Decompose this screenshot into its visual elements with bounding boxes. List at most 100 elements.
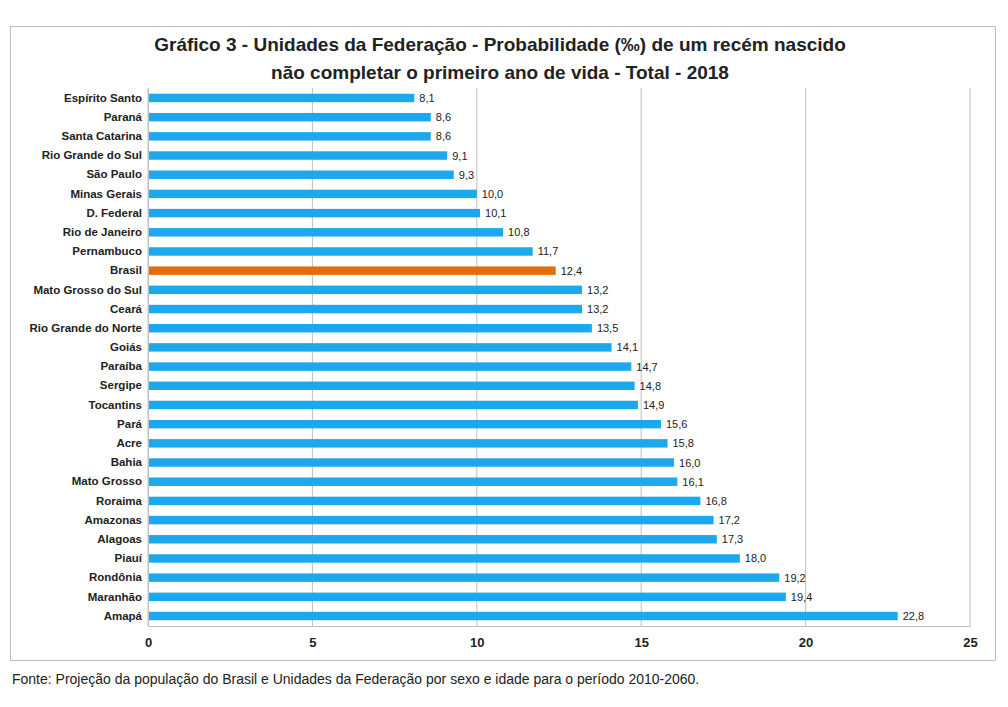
y-tick-label: Piauí xyxy=(115,552,143,564)
grid-line xyxy=(970,88,971,626)
data-label: 10,8 xyxy=(508,226,529,238)
bar xyxy=(148,362,631,370)
x-tick: 20 xyxy=(799,626,813,650)
grid-line xyxy=(641,88,642,626)
bar xyxy=(148,324,592,332)
y-tick: Paraná xyxy=(104,111,148,123)
y-tick: Piauí xyxy=(115,552,148,564)
x-tick: 0 xyxy=(145,626,152,650)
y-tick: Ceará xyxy=(110,303,148,315)
bar xyxy=(148,382,635,390)
grid xyxy=(148,88,970,626)
y-tick: Maranhão xyxy=(88,591,148,603)
y-tick-label: Rio Grande do Norte xyxy=(30,322,142,334)
y-tick: Roraima xyxy=(96,495,148,507)
bar xyxy=(148,593,786,601)
data-label: 9,3 xyxy=(459,169,474,181)
y-tick: Rondônia xyxy=(89,571,148,583)
x-tick-label: 20 xyxy=(799,635,813,650)
bar xyxy=(148,209,480,217)
data-label: 11,7 xyxy=(538,245,559,257)
y-tick: Rio Grande do Sul xyxy=(42,149,148,161)
y-tick-label: Paraná xyxy=(104,111,143,123)
x-tick: 15 xyxy=(634,626,648,650)
y-tick-label: Goiás xyxy=(110,341,142,353)
y-tick-label: Maranhão xyxy=(88,591,142,603)
bar xyxy=(148,497,700,505)
y-tick: Goiás xyxy=(110,341,148,353)
y-axis: Espírito SantoParanáSanta CatarinaRio Gr… xyxy=(30,89,149,627)
bar xyxy=(148,247,533,255)
bar xyxy=(148,343,612,351)
y-tick-label: Pará xyxy=(117,418,143,430)
data-label: 15,6 xyxy=(666,418,687,430)
y-tick-label: Roraima xyxy=(96,495,143,507)
y-tick-label: Amapá xyxy=(104,610,143,622)
y-tick: Brasil xyxy=(110,264,148,276)
bar xyxy=(148,132,431,140)
y-tick-label: Rondônia xyxy=(89,571,143,583)
bar xyxy=(148,151,447,159)
x-tick-label: 25 xyxy=(963,635,977,650)
y-tick-label: Bahia xyxy=(111,456,143,468)
x-tick: 5 xyxy=(309,626,316,650)
data-label: 14,1 xyxy=(617,341,638,353)
data-label: 17,2 xyxy=(719,514,740,526)
grid-line xyxy=(312,88,313,626)
y-tick-label: Rio de Janeiro xyxy=(63,226,142,238)
y-tick: Amazonas xyxy=(84,514,148,526)
y-tick: Pará xyxy=(117,418,148,430)
y-tick: Acre xyxy=(116,437,148,449)
bar xyxy=(148,612,898,620)
y-tick: Amapá xyxy=(104,610,148,622)
data-label: 22,8 xyxy=(903,610,924,622)
y-tick-label: Amazonas xyxy=(84,514,142,526)
y-tick-label: Acre xyxy=(116,437,142,449)
bar xyxy=(148,439,668,447)
y-tick-label: Sergipe xyxy=(100,379,142,391)
y-tick-label: Rio Grande do Sul xyxy=(42,149,142,161)
data-label: 10,0 xyxy=(482,188,503,200)
y-tick: Sergipe xyxy=(100,379,148,391)
chart-frame xyxy=(11,27,996,661)
x-tick-label: 15 xyxy=(634,635,648,650)
y-tick: D. Federal xyxy=(86,207,148,219)
grid-line xyxy=(148,88,149,626)
y-tick: Santa Catarina xyxy=(61,130,148,142)
grid-line xyxy=(476,88,477,626)
y-tick: Paraíba xyxy=(100,360,148,372)
bar xyxy=(148,266,556,274)
bar xyxy=(148,477,677,485)
chart-title: não completar o primeiro ano de vida - T… xyxy=(271,62,729,83)
x-tick-label: 5 xyxy=(309,635,316,650)
y-tick-label: D. Federal xyxy=(86,207,142,219)
data-label: 16,0 xyxy=(679,457,700,469)
y-tick: Tocantins xyxy=(89,399,148,411)
data-label: 8,1 xyxy=(419,92,434,104)
bars xyxy=(148,94,898,620)
y-tick: Mato Grosso xyxy=(72,475,148,487)
bar xyxy=(148,286,582,294)
x-axis-line xyxy=(149,626,971,627)
bar xyxy=(148,458,674,466)
data-labels: 8,18,68,69,19,310,010,110,811,712,413,21… xyxy=(419,92,924,622)
data-label: 8,6 xyxy=(436,111,451,123)
bar xyxy=(148,190,477,198)
y-tick-label: São Paulo xyxy=(86,168,142,180)
x-axis: 0 5 10 15 20 25 xyxy=(145,626,978,650)
y-tick-label: Mato Grosso xyxy=(72,475,142,487)
source-note: Fonte: Projeção da população do Brasil e… xyxy=(12,671,699,687)
y-tick-label: Brasil xyxy=(110,264,142,276)
y-tick-label: Alagoas xyxy=(97,533,142,545)
data-label: 14,9 xyxy=(643,399,664,411)
y-tick: Rio Grande do Norte xyxy=(30,322,148,334)
y-tick: Minas Gerais xyxy=(70,188,148,200)
data-label: 12,4 xyxy=(561,265,582,277)
x-tick-label: 10 xyxy=(470,635,484,650)
data-label: 15,8 xyxy=(673,437,694,449)
y-tick: Alagoas xyxy=(97,533,148,545)
chart-title: Gráfico 3 - Unidades da Federação - Prob… xyxy=(154,34,846,55)
y-tick: Bahia xyxy=(111,456,148,468)
y-tick-label: Santa Catarina xyxy=(61,130,142,142)
y-tick: Pernambuco xyxy=(72,245,148,257)
